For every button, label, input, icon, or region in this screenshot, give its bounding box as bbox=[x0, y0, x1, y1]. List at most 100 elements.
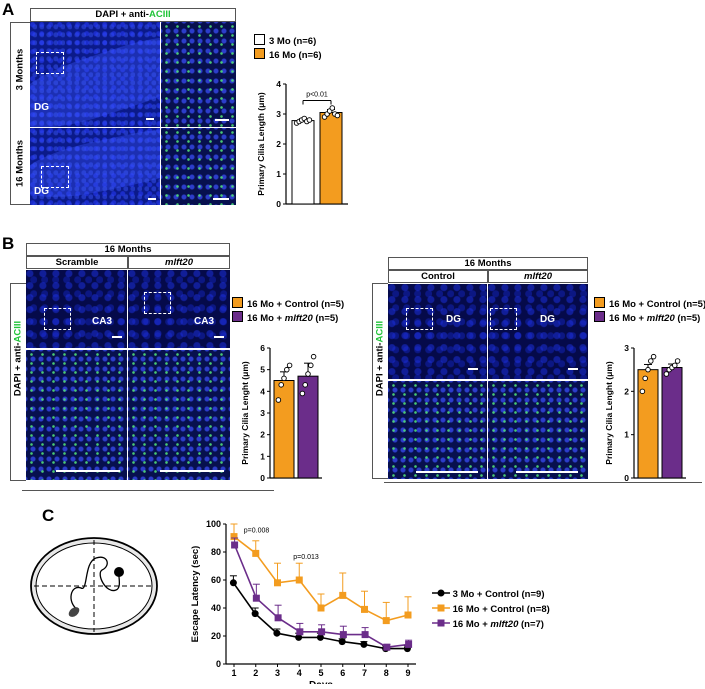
legend-c-item-2: 16 Mo + Control (n=8) bbox=[432, 603, 550, 618]
x-tick-label: 8 bbox=[384, 668, 389, 678]
panel-b-left-col-scramble: Scramble bbox=[26, 256, 128, 269]
y-tick-label: 2 bbox=[624, 386, 629, 396]
data-point bbox=[316, 633, 324, 641]
data-point bbox=[650, 353, 657, 360]
data-point bbox=[645, 366, 651, 373]
chart-a: 0 1 2 3 4 Primary Cilia Length (μm) p<0.01 bbox=[256, 79, 348, 209]
data-point bbox=[339, 591, 347, 599]
chart-b-right: 0 1 2 3 Primary Cilia Lenght (μm) bbox=[604, 343, 686, 483]
data-point bbox=[361, 631, 369, 639]
data-point bbox=[286, 362, 293, 369]
y-axis-label: Primary Cilia Lenght (μm) bbox=[240, 361, 250, 465]
y-tick-label: 6 bbox=[260, 343, 265, 353]
micrograph-b-scramble-overview: CA3 bbox=[26, 270, 127, 348]
y-tick-label: 4 bbox=[260, 386, 265, 396]
data-point bbox=[229, 579, 237, 587]
bar bbox=[661, 367, 683, 479]
data-point bbox=[318, 628, 326, 636]
data-point bbox=[274, 614, 282, 622]
data-point bbox=[295, 576, 303, 584]
micrograph-a-16mo-overview: DG bbox=[30, 128, 160, 205]
water-maze-diagram bbox=[30, 537, 158, 635]
panel-a-header-marker: ACIII bbox=[148, 9, 171, 20]
scale-bar bbox=[160, 470, 224, 472]
y-tick-label: 2 bbox=[260, 430, 265, 440]
scale-bar bbox=[213, 198, 229, 200]
bar bbox=[291, 120, 315, 205]
y-tick-label: 0 bbox=[216, 659, 221, 669]
data-point bbox=[648, 358, 654, 364]
data-point bbox=[302, 382, 308, 388]
data-point bbox=[296, 628, 304, 636]
data-point bbox=[339, 631, 347, 639]
data-point bbox=[299, 390, 306, 397]
y-axis-label: Escape Latency (sec) bbox=[190, 546, 201, 643]
data-point bbox=[251, 610, 259, 618]
data-point bbox=[382, 617, 390, 625]
y-tick-label: 5 bbox=[260, 365, 265, 375]
y-tick-label: 2 bbox=[276, 139, 281, 149]
bar bbox=[319, 112, 343, 205]
data-point bbox=[642, 375, 648, 382]
micrograph-a-3mo-inset bbox=[161, 22, 236, 127]
data-point bbox=[252, 549, 260, 557]
data-point bbox=[334, 112, 341, 119]
panel-a-header-prefix: DAPI + anti- bbox=[95, 9, 149, 20]
data-point bbox=[310, 353, 317, 360]
data-point bbox=[230, 533, 238, 541]
inset-box bbox=[144, 292, 171, 314]
micrograph-a-3mo-overview: DG bbox=[30, 22, 160, 127]
data-point bbox=[360, 640, 368, 648]
x-tick-label: 4 bbox=[297, 668, 302, 678]
micrograph-b-control-inset bbox=[388, 381, 487, 479]
region-label-ca3: CA3 bbox=[92, 316, 113, 327]
micrograph-b-mlft20-dg-inset bbox=[488, 381, 588, 479]
data-point bbox=[278, 382, 284, 388]
data-point bbox=[308, 362, 314, 369]
y-tick-label: 3 bbox=[624, 343, 629, 353]
region-label-dg: DG bbox=[446, 314, 461, 325]
micrograph-b-mlft20-inset bbox=[128, 350, 230, 480]
panel-b-left-side-label: DAPI + anti-ACIII bbox=[12, 320, 24, 397]
inset-box bbox=[490, 308, 517, 330]
legend-b-right-item-2: 16 Mo + mlft20 (n=5) bbox=[594, 311, 700, 324]
data-point bbox=[329, 105, 336, 111]
panel-a-header: DAPI + anti-ACIII bbox=[30, 8, 236, 22]
y-tick-label: 1 bbox=[276, 169, 281, 179]
panel-b-right-divider bbox=[384, 482, 702, 483]
legend-c-item-1: 3 Mo + Control (n=9) bbox=[432, 588, 550, 603]
panel-b-left-col-mlft20: mlft20 bbox=[128, 256, 230, 269]
panel-b-left-divider bbox=[22, 490, 274, 491]
mouse-icon bbox=[68, 607, 80, 617]
panel-b-left-side-box bbox=[10, 283, 26, 481]
micrograph-b-mlft20-overview: CA3 bbox=[128, 270, 230, 348]
data-point bbox=[361, 605, 368, 613]
data-point bbox=[306, 117, 313, 123]
data-point bbox=[284, 366, 290, 373]
data-point bbox=[338, 638, 346, 646]
bar bbox=[637, 369, 659, 479]
data-point bbox=[295, 633, 303, 641]
data-point bbox=[639, 388, 646, 395]
y-axis-label: Primary Cilia Lenght (μm) bbox=[604, 361, 614, 465]
panel-label-c: C bbox=[42, 506, 55, 525]
p-value-annotation: p=0.013 bbox=[293, 554, 319, 561]
y-tick-label: 20 bbox=[211, 631, 221, 641]
x-tick-label: 3 bbox=[275, 668, 280, 678]
data-point bbox=[252, 594, 260, 602]
panel-b-right-col-mlft20: mlft20 bbox=[488, 270, 588, 283]
data-point bbox=[663, 371, 670, 377]
panel-b-right-side-box bbox=[372, 283, 388, 479]
region-label-dg: DG bbox=[34, 186, 49, 197]
y-tick-label: 1 bbox=[624, 430, 629, 440]
panel-b-right-col-control: Control bbox=[388, 270, 488, 283]
y-tick-label: 0 bbox=[276, 199, 281, 209]
p-value-annotation: p=0.008 bbox=[244, 528, 270, 535]
p-value-annotation: p<0.01 bbox=[306, 92, 328, 99]
y-tick-label: 0 bbox=[624, 473, 629, 483]
panel-b-right-header: 16 Months bbox=[388, 257, 588, 270]
row-label-16-months: 16 Months bbox=[14, 140, 26, 187]
micrograph-b-control-overview: DG bbox=[388, 284, 487, 379]
y-tick-label: 3 bbox=[260, 408, 265, 418]
row-label-3-months: 3 Months bbox=[14, 48, 26, 91]
